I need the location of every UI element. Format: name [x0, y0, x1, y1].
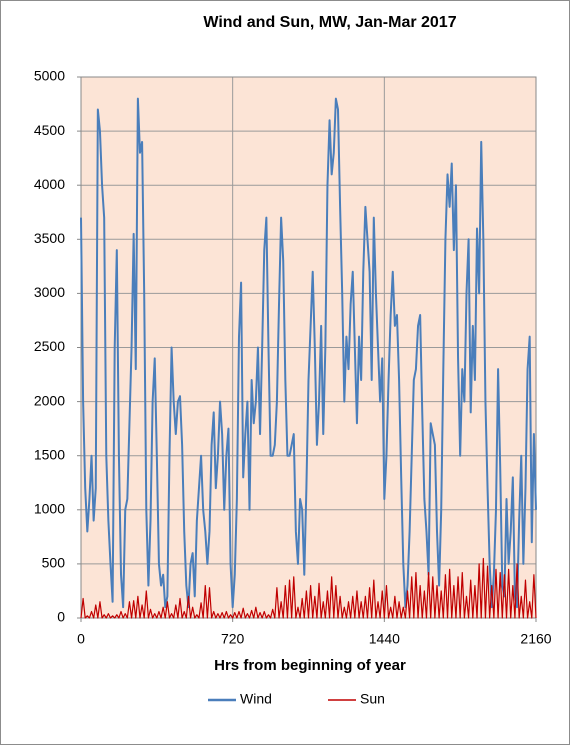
- legend-label: Sun: [360, 691, 385, 707]
- y-tick-label: 2500: [34, 338, 65, 354]
- y-tick-label: 5000: [34, 68, 65, 84]
- y-tick-label: 4000: [34, 176, 65, 192]
- x-axis-label: Hrs from beginning of year: [214, 657, 406, 674]
- x-tick-label: 720: [221, 631, 245, 647]
- y-tick-label: 3500: [34, 230, 65, 246]
- x-tick-label: 2160: [520, 631, 551, 647]
- y-tick-label: 2000: [34, 392, 65, 408]
- y-tick-label: 1000: [34, 501, 65, 517]
- y-tick-label: 0: [57, 609, 65, 625]
- x-tick-label: 0: [77, 631, 85, 647]
- y-tick-label: 500: [42, 555, 66, 571]
- line-series: [80, 557, 537, 619]
- legend-label: Wind: [240, 691, 272, 707]
- line-series: [80, 97, 537, 609]
- x-tick-label: 1440: [369, 631, 400, 647]
- y-tick-label: 3000: [34, 284, 65, 300]
- y-tick-label: 1500: [34, 446, 65, 462]
- y-tick-label: 4500: [34, 122, 65, 138]
- chart-title: Wind and Sun, MW, Jan-Mar 2017: [203, 14, 456, 31]
